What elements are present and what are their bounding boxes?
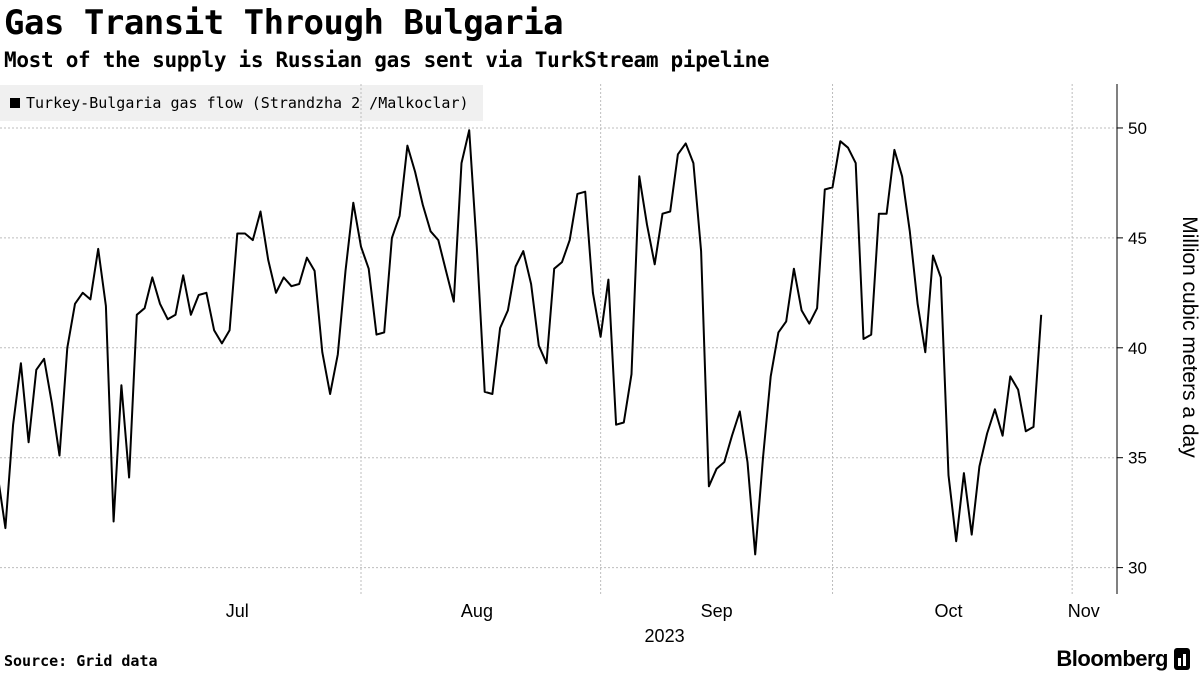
series-line-gas-flow xyxy=(0,129,1043,556)
legend: Turkey-Bulgaria gas flow (Strandzha 2 /M… xyxy=(0,85,483,121)
x-axis-label: 2023 xyxy=(645,626,685,646)
x-tick-label: Sep xyxy=(701,601,733,621)
legend-swatch xyxy=(10,98,20,108)
y-tick-label: 35 xyxy=(1128,449,1147,468)
y-tick-label: 40 xyxy=(1128,339,1147,358)
chart-title: Gas Transit Through Bulgaria xyxy=(4,3,564,43)
chart-subtitle: Most of the supply is Russian gas sent v… xyxy=(4,48,770,72)
bar-chart-icon xyxy=(1174,648,1190,670)
y-axis-title: Million cubic meters a day xyxy=(1178,216,1200,458)
x-tick-label: Nov xyxy=(1068,601,1100,621)
x-tick-label: Jul xyxy=(226,601,249,621)
y-tick-label: 45 xyxy=(1128,229,1147,248)
source-note: Source: Grid data xyxy=(4,652,158,670)
x-tick-label: Oct xyxy=(934,601,962,621)
y-tick-label: 30 xyxy=(1128,559,1147,578)
x-tick-label: Aug xyxy=(461,601,493,621)
brand-name: Bloomberg xyxy=(1056,646,1168,671)
y-tick-label: 50 xyxy=(1128,119,1147,138)
brand-logo: Bloomberg xyxy=(1056,646,1190,672)
legend-label: Turkey-Bulgaria gas flow (Strandzha 2 /M… xyxy=(26,94,469,112)
